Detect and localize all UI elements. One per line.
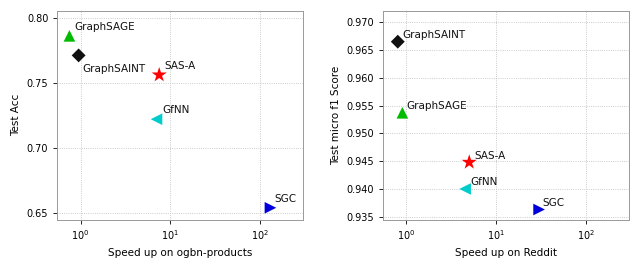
Point (266, 206, 276, 210)
Point (464, 160, 474, 164)
Point (64, 34, 74, 38)
Text: GfNN: GfNN (162, 105, 189, 115)
Point (397, 111, 408, 115)
Text: GraphSAINT: GraphSAINT (402, 30, 465, 40)
X-axis label: Speed up on ogbn-products: Speed up on ogbn-products (108, 248, 252, 258)
Text: GraphSAGE: GraphSAGE (75, 22, 136, 32)
Point (460, 187, 470, 191)
Point (154, 73, 164, 77)
Text: GfNN: GfNN (470, 177, 498, 187)
Point (74, 53, 84, 58)
Y-axis label: Test micro f1 Score: Test micro f1 Score (331, 66, 341, 165)
Text: GraphSAINT: GraphSAINT (83, 64, 145, 74)
Text: SGC: SGC (274, 194, 296, 204)
Text: SGC: SGC (543, 198, 565, 208)
Text: SAS-A: SAS-A (164, 61, 196, 71)
Point (534, 207, 544, 212)
Y-axis label: Test Acc: Test Acc (11, 94, 21, 136)
X-axis label: Speed up on Reddit: Speed up on Reddit (455, 248, 557, 258)
Text: GraphSAGE: GraphSAGE (407, 101, 467, 111)
Point (393, 40, 403, 44)
Text: SAS-A: SAS-A (475, 151, 506, 161)
Point (152, 117, 162, 121)
